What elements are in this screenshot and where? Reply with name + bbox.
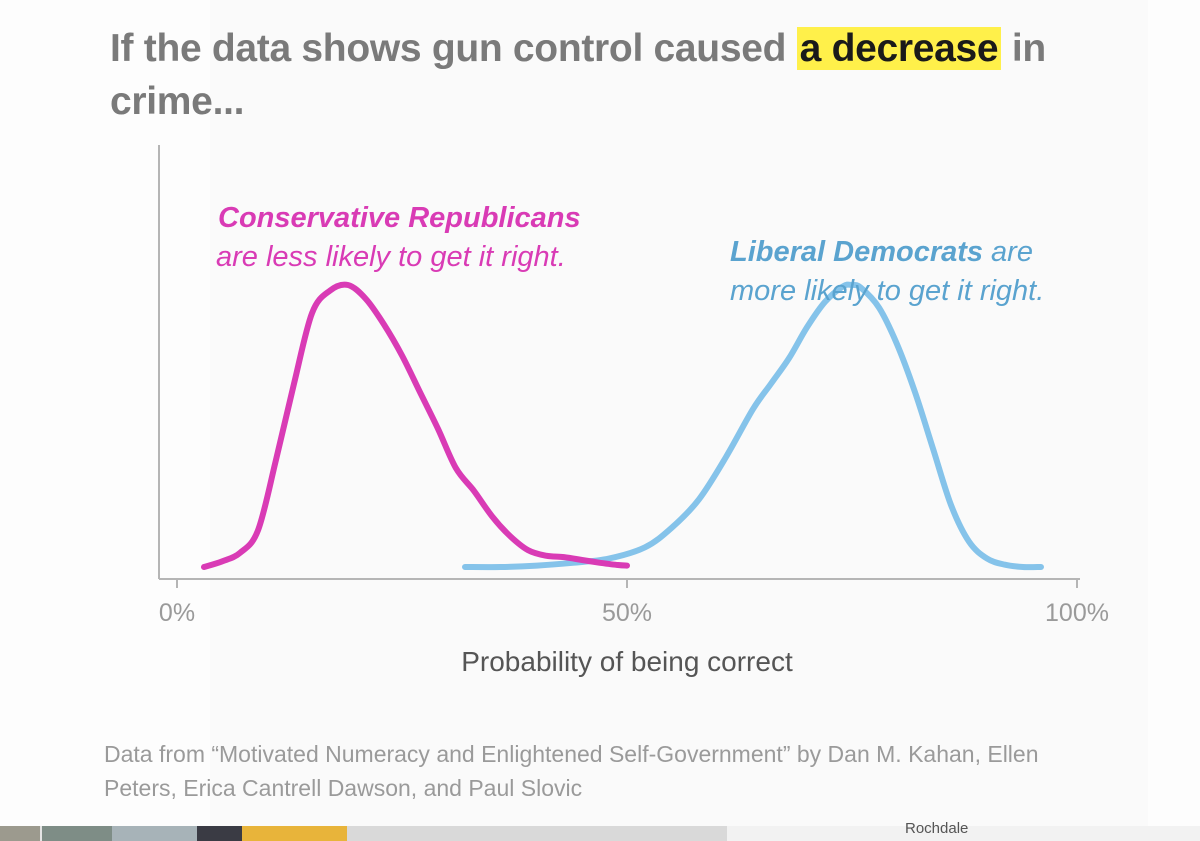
x-tick-label: 0%: [159, 599, 195, 627]
thumbnail-image-3[interactable]: [112, 826, 197, 841]
liberal-annotation-rest: are: [991, 236, 1033, 268]
chart: 0% 50% 100% Probability of being correct C…: [158, 145, 1109, 677]
thumbnail-image-2[interactable]: [42, 826, 112, 841]
thumbnail-image-6[interactable]: [347, 826, 727, 841]
headline-text-after: in crime...: [110, 27, 1046, 123]
liberal-annotation-line1: Liberal Democrats are: [730, 236, 1033, 268]
x-tick-label: 100%: [1045, 599, 1109, 627]
liberal-annotation-line2: more likely to get it right.: [730, 275, 1044, 307]
source-caption: Data from “Motivated Numeracy and Enligh…: [104, 741, 1039, 801]
liberal-annotation-bold: Liberal Democrats: [730, 236, 983, 268]
headline-highlight: a decrease: [796, 27, 1002, 70]
slide-panel: [210, 0, 1148, 826]
headline-text-before: If the data shows gun control caused: [110, 27, 797, 70]
thumbnail-image-1[interactable]: [0, 826, 40, 841]
headline: If the data shows gun control caused a d…: [110, 22, 1110, 128]
thumbnail-label: Rochdale: [905, 821, 969, 837]
conservative-annotation-line1: Conservative Republicans: [218, 202, 581, 234]
conservative-annotation-line2: are less likely to get it right.: [216, 241, 566, 273]
x-axis-label: Probability of being correct: [461, 646, 793, 677]
thumbnail-image-4[interactable]: [197, 826, 242, 841]
x-tick-label: 50%: [602, 599, 652, 627]
conservative-republicans-line: [201, 281, 630, 570]
thumbnail-image-5[interactable]: [242, 826, 347, 841]
thumbnail-image-7[interactable]: [727, 826, 1200, 841]
liberal-democrats-line: [462, 281, 1044, 571]
